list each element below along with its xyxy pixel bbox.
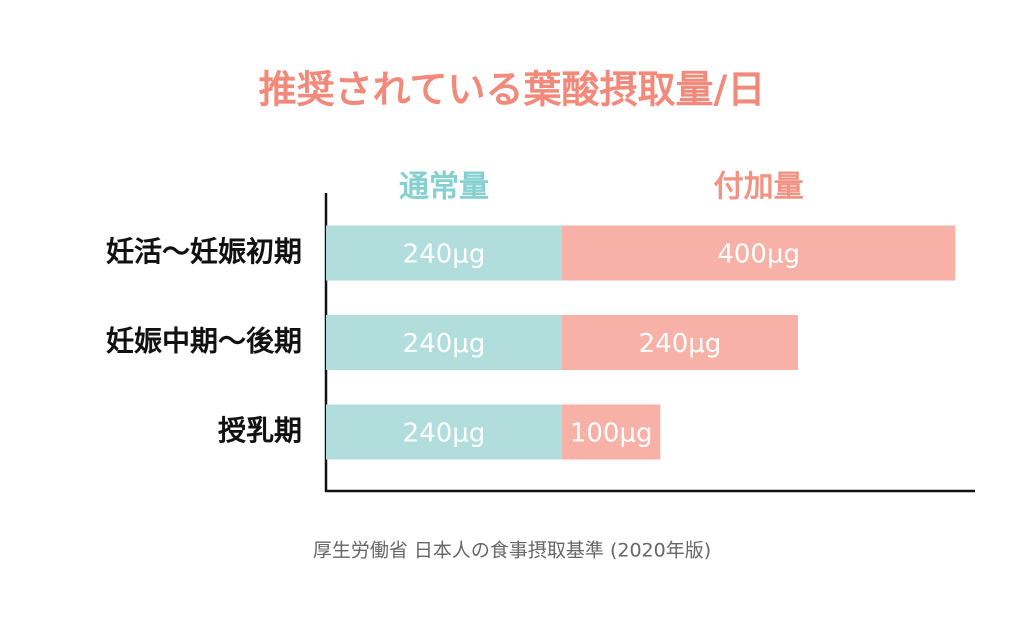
bar-segment [561, 315, 798, 370]
legend-header: 付加量 [714, 170, 804, 205]
value-label: 240μg [403, 419, 486, 449]
chart-title: 推奨されている葉酸摂取量/日 [259, 68, 766, 112]
value-label: 400μg [717, 240, 800, 270]
bar-segment [326, 315, 562, 370]
bar-segment [326, 404, 562, 460]
category-label: 妊娠中期〜後期 [106, 325, 302, 358]
category-label: 授乳期 [218, 414, 302, 447]
value-label: 240μg [403, 329, 486, 359]
bar-segment [561, 404, 661, 460]
value-label: 240μg [403, 240, 486, 270]
bar-segment [561, 225, 956, 281]
category-label: 妊活〜妊娠初期 [106, 235, 302, 268]
bar-segment [326, 225, 562, 281]
source-note: 厚生労働省 日本人の食事摂取基準 (2020年版) [313, 540, 711, 562]
value-label: 100μg [570, 419, 653, 449]
value-label: 240μg [639, 329, 722, 359]
legend-header: 通常量 [399, 170, 489, 205]
